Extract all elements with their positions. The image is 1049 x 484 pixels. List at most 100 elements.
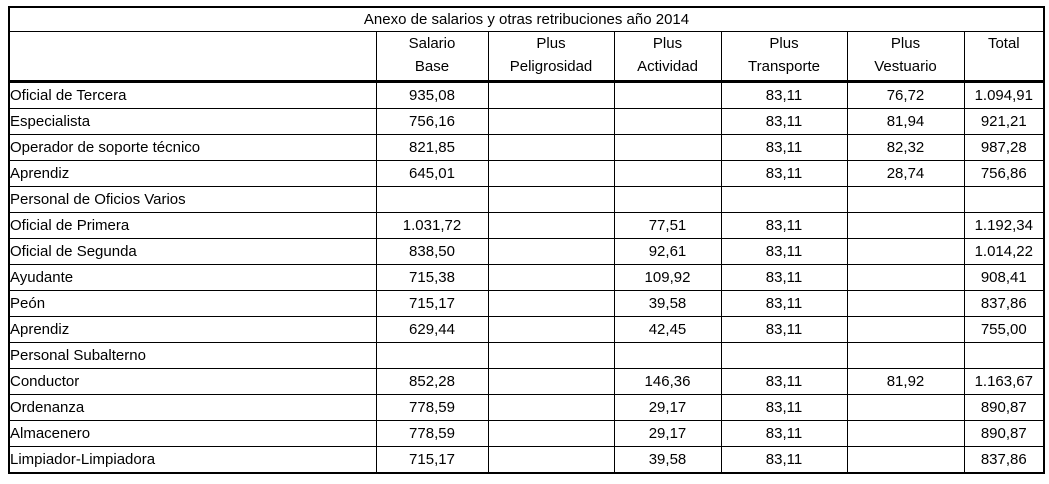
- plus-peligrosidad-cell: [487, 212, 615, 239]
- plus-actividad-cell: 77,51: [613, 212, 722, 239]
- plus-peligrosidad-cell: [487, 420, 615, 447]
- plus-vestuario-cell: [846, 186, 965, 213]
- job-title-cell: Peón: [8, 290, 377, 317]
- salario-base-cell: 852,28: [375, 368, 489, 395]
- table-row: Ordenanza 778,59 29,17 83,11 890,87: [8, 394, 1045, 421]
- column-header-line: Vestuario: [874, 58, 937, 75]
- section-row: Personal Subalterno: [8, 342, 1045, 369]
- column-header-plus-vestuario: Plus Vestuario: [846, 31, 965, 83]
- column-header-line: Plus: [769, 35, 799, 52]
- plus-actividad-cell: [613, 134, 722, 161]
- salary-annex-table: Anexo de salarios y otras retribuciones …: [8, 6, 1046, 474]
- table-row: Aprendiz 645,01 83,11 28,74 756,86: [8, 160, 1045, 187]
- total-cell: 837,86: [963, 446, 1045, 474]
- plus-vestuario-cell: 81,94: [846, 108, 965, 135]
- job-title-cell: Oficial de Tercera: [8, 81, 377, 109]
- column-header-line: Plus: [536, 35, 566, 52]
- salario-base-cell: 935,08: [375, 81, 489, 109]
- column-header-line: Base: [414, 58, 450, 75]
- total-cell: 1.192,34: [963, 212, 1045, 239]
- table-row: Aprendiz 629,44 42,45 83,11 755,00: [8, 316, 1045, 343]
- table-row: Oficial de Segunda 838,50 92,61 83,11 1.014,…: [8, 238, 1045, 265]
- table-title: Anexo de salarios y otras retribuciones …: [8, 6, 1045, 32]
- table-row: Limpiador-Limpiadora 715,17 39,58 83,11 837,…: [8, 446, 1045, 474]
- plus-actividad-cell: 39,58: [613, 290, 722, 317]
- table-row: Especialista 756,16 83,11 81,94 921,21: [8, 108, 1045, 135]
- plus-peligrosidad-cell: [487, 186, 615, 213]
- table-row: Peón 715,17 39,58 83,11 837,86: [8, 290, 1045, 317]
- job-title-cell: Ayudante: [8, 264, 377, 291]
- total-cell: 987,28: [963, 134, 1045, 161]
- plus-vestuario-cell: [846, 264, 965, 291]
- salario-base-cell: 821,85: [375, 134, 489, 161]
- salario-base-cell: 645,01: [375, 160, 489, 187]
- total-cell: 1.163,67: [963, 368, 1045, 395]
- plus-vestuario-cell: 81,92: [846, 368, 965, 395]
- plus-peligrosidad-cell: [487, 81, 615, 109]
- column-header-plus-peligrosidad: Plus Peligrosidad: [487, 31, 615, 83]
- plus-vestuario-cell: [846, 238, 965, 265]
- total-cell: 755,00: [963, 316, 1045, 343]
- job-title-cell: Aprendiz: [8, 160, 377, 187]
- plus-transporte-cell: 83,11: [720, 290, 848, 317]
- plus-transporte-cell: 83,11: [720, 238, 848, 265]
- plus-transporte-cell: 83,11: [720, 446, 848, 474]
- job-title-cell: Conductor: [8, 368, 377, 395]
- column-header-line: Actividad: [637, 58, 698, 75]
- plus-transporte-cell: 83,11: [720, 212, 848, 239]
- table-row: Ayudante 715,38 109,92 83,11 908,41: [8, 264, 1045, 291]
- total-cell: [963, 186, 1045, 213]
- column-header-job: [8, 31, 377, 83]
- plus-actividad-cell: 146,36: [613, 368, 722, 395]
- column-header-total: Total: [963, 31, 1045, 83]
- plus-actividad-cell: 92,61: [613, 238, 722, 265]
- salario-base-cell: 756,16: [375, 108, 489, 135]
- total-cell: 890,87: [963, 420, 1045, 447]
- column-header-line: Total: [987, 35, 1020, 52]
- column-header-row: Salario Base Plus Peligrosidad Plus Activid…: [8, 31, 1045, 83]
- total-cell: 1.014,22: [963, 238, 1045, 265]
- plus-actividad-cell: 29,17: [613, 420, 722, 447]
- job-title-cell: Oficial de Segunda: [8, 238, 377, 265]
- plus-vestuario-cell: [846, 420, 965, 447]
- job-title-cell: Operador de soporte técnico: [8, 134, 377, 161]
- plus-transporte-cell: 83,11: [720, 420, 848, 447]
- total-cell: [963, 342, 1045, 369]
- table-row: Oficial de Tercera 935,08 83,11 76,72 1.094,…: [8, 81, 1045, 109]
- column-header-line: Peligrosidad: [509, 58, 593, 75]
- plus-peligrosidad-cell: [487, 446, 615, 474]
- plus-actividad-cell: 29,17: [613, 394, 722, 421]
- plus-transporte-cell: [720, 186, 848, 213]
- plus-actividad-cell: [613, 186, 722, 213]
- table-row: Operador de soporte técnico 821,85 83,11 82…: [8, 134, 1045, 161]
- table-row: Almacenero 778,59 29,17 83,11 890,87: [8, 420, 1045, 447]
- plus-vestuario-cell: [846, 290, 965, 317]
- plus-peligrosidad-cell: [487, 264, 615, 291]
- salario-base-cell: [375, 186, 489, 213]
- plus-transporte-cell: 83,11: [720, 108, 848, 135]
- total-cell: 921,21: [963, 108, 1045, 135]
- job-title-cell: Aprendiz: [8, 316, 377, 343]
- section-title-cell: Personal de Oficios Varios: [8, 186, 377, 213]
- section-title-cell: Personal Subalterno: [8, 342, 377, 369]
- job-title-cell: Ordenanza: [8, 394, 377, 421]
- plus-vestuario-cell: 82,32: [846, 134, 965, 161]
- plus-transporte-cell: 83,11: [720, 394, 848, 421]
- plus-vestuario-cell: [846, 212, 965, 239]
- job-title-cell: Oficial de Primera: [8, 212, 377, 239]
- plus-transporte-cell: 83,11: [720, 134, 848, 161]
- total-cell: 837,86: [963, 290, 1045, 317]
- salario-base-cell: [375, 342, 489, 369]
- plus-actividad-cell: [613, 342, 722, 369]
- column-header-line: Transporte: [748, 58, 820, 75]
- column-header-plus-actividad: Plus Actividad: [613, 31, 722, 83]
- plus-peligrosidad-cell: [487, 290, 615, 317]
- total-cell: 908,41: [963, 264, 1045, 291]
- plus-peligrosidad-cell: [487, 134, 615, 161]
- plus-transporte-cell: 83,11: [720, 368, 848, 395]
- salario-base-cell: 715,38: [375, 264, 489, 291]
- plus-actividad-cell: 42,45: [613, 316, 722, 343]
- plus-actividad-cell: [613, 81, 722, 109]
- plus-vestuario-cell: [846, 316, 965, 343]
- plus-peligrosidad-cell: [487, 238, 615, 265]
